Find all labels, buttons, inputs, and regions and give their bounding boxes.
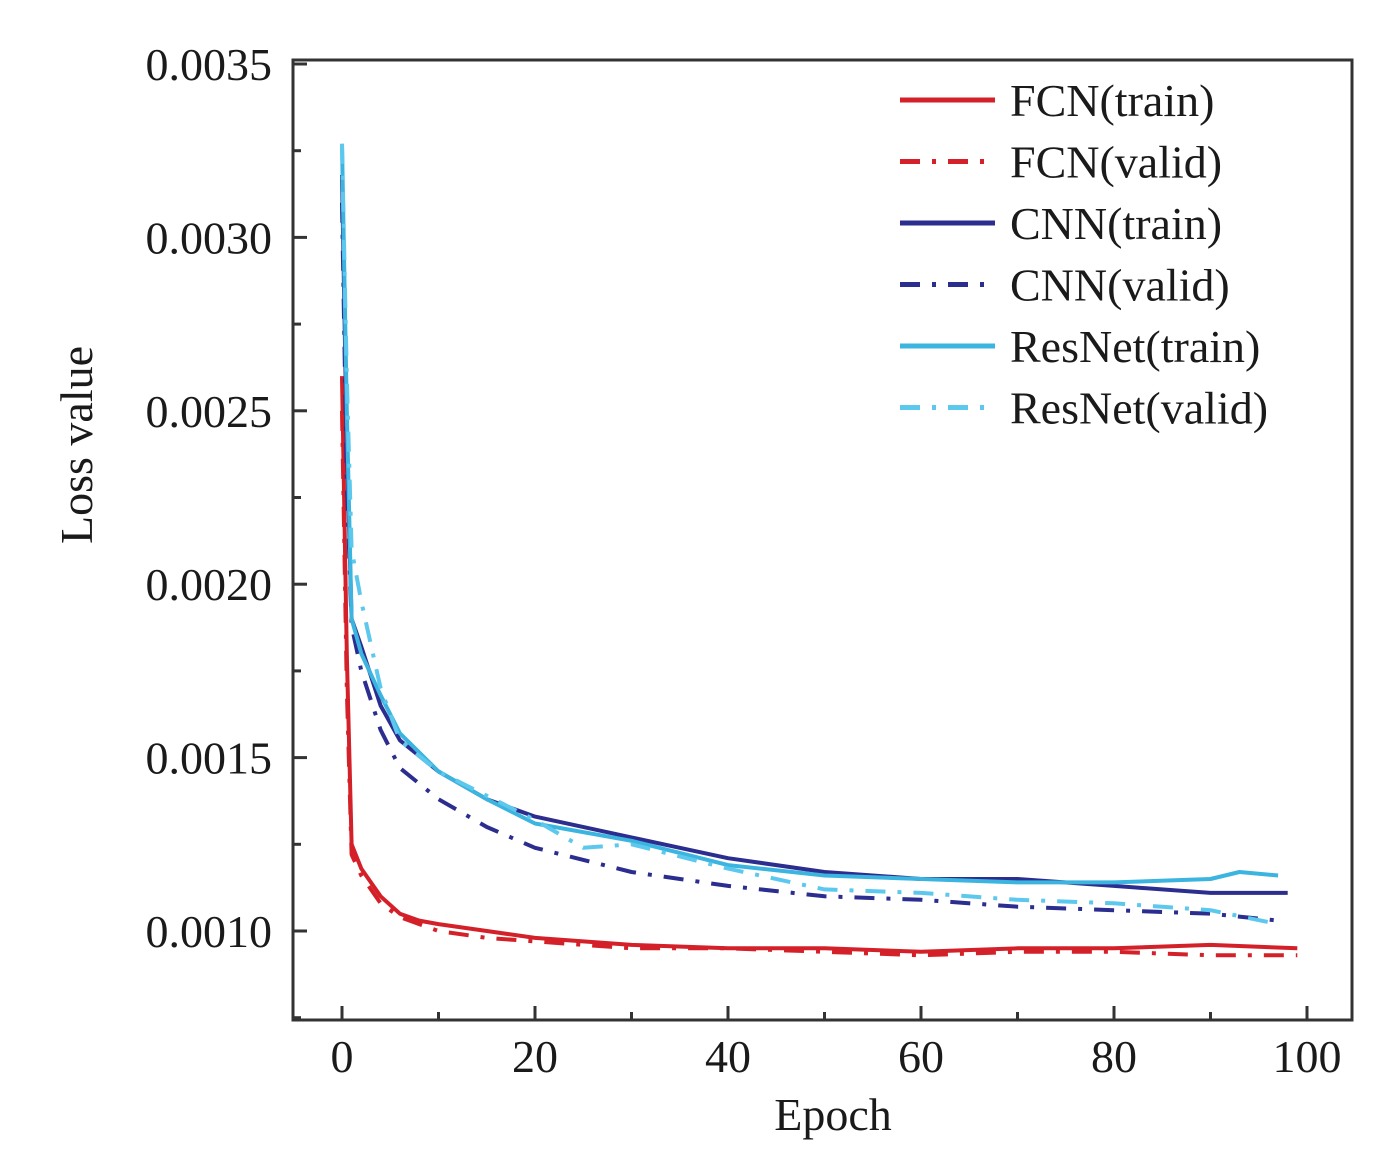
- legend-label: ResNet(train): [1010, 321, 1260, 372]
- plot-frame: [291, 58, 1354, 1022]
- y-tick-label: 0.0015: [146, 733, 273, 784]
- legend-label: CNN(valid): [1010, 260, 1230, 311]
- legend-label: FCN(train): [1010, 75, 1214, 126]
- series-line-resnet-train: [340, 143, 1279, 885]
- x-tick-label: 40: [705, 1031, 751, 1082]
- y-tick-label: 0.0035: [146, 39, 273, 90]
- x-tick-label: 60: [898, 1031, 944, 1082]
- x-tick-label: 20: [512, 1031, 558, 1082]
- x-tick-label: 100: [1273, 1031, 1342, 1082]
- series-line-cnn-valid: [340, 202, 1279, 923]
- y-tick-label: 0.0010: [146, 906, 273, 957]
- series-line-fcn-train: [340, 376, 1298, 954]
- legend-label: ResNet(valid): [1010, 383, 1268, 434]
- series-line-resnet-valid: [340, 143, 1279, 927]
- series-line-fcn-valid: [340, 410, 1298, 958]
- legend-label: CNN(train): [1010, 198, 1222, 249]
- x-tick-label: 80: [1091, 1031, 1137, 1082]
- y-tick-label: 0.0020: [146, 559, 273, 610]
- y-axis-label: Loss value: [51, 346, 102, 544]
- legend: FCN(train) FCN(valid) CNN(train) CNN(valid)…: [900, 75, 1268, 434]
- y-tick-label: 0.0025: [146, 386, 273, 437]
- legend-label: FCN(valid): [1010, 137, 1222, 188]
- y-tick-label: 0.0030: [146, 212, 273, 263]
- x-tick-label: 0: [331, 1031, 354, 1082]
- x-axis-label: Epoch: [774, 1089, 892, 1140]
